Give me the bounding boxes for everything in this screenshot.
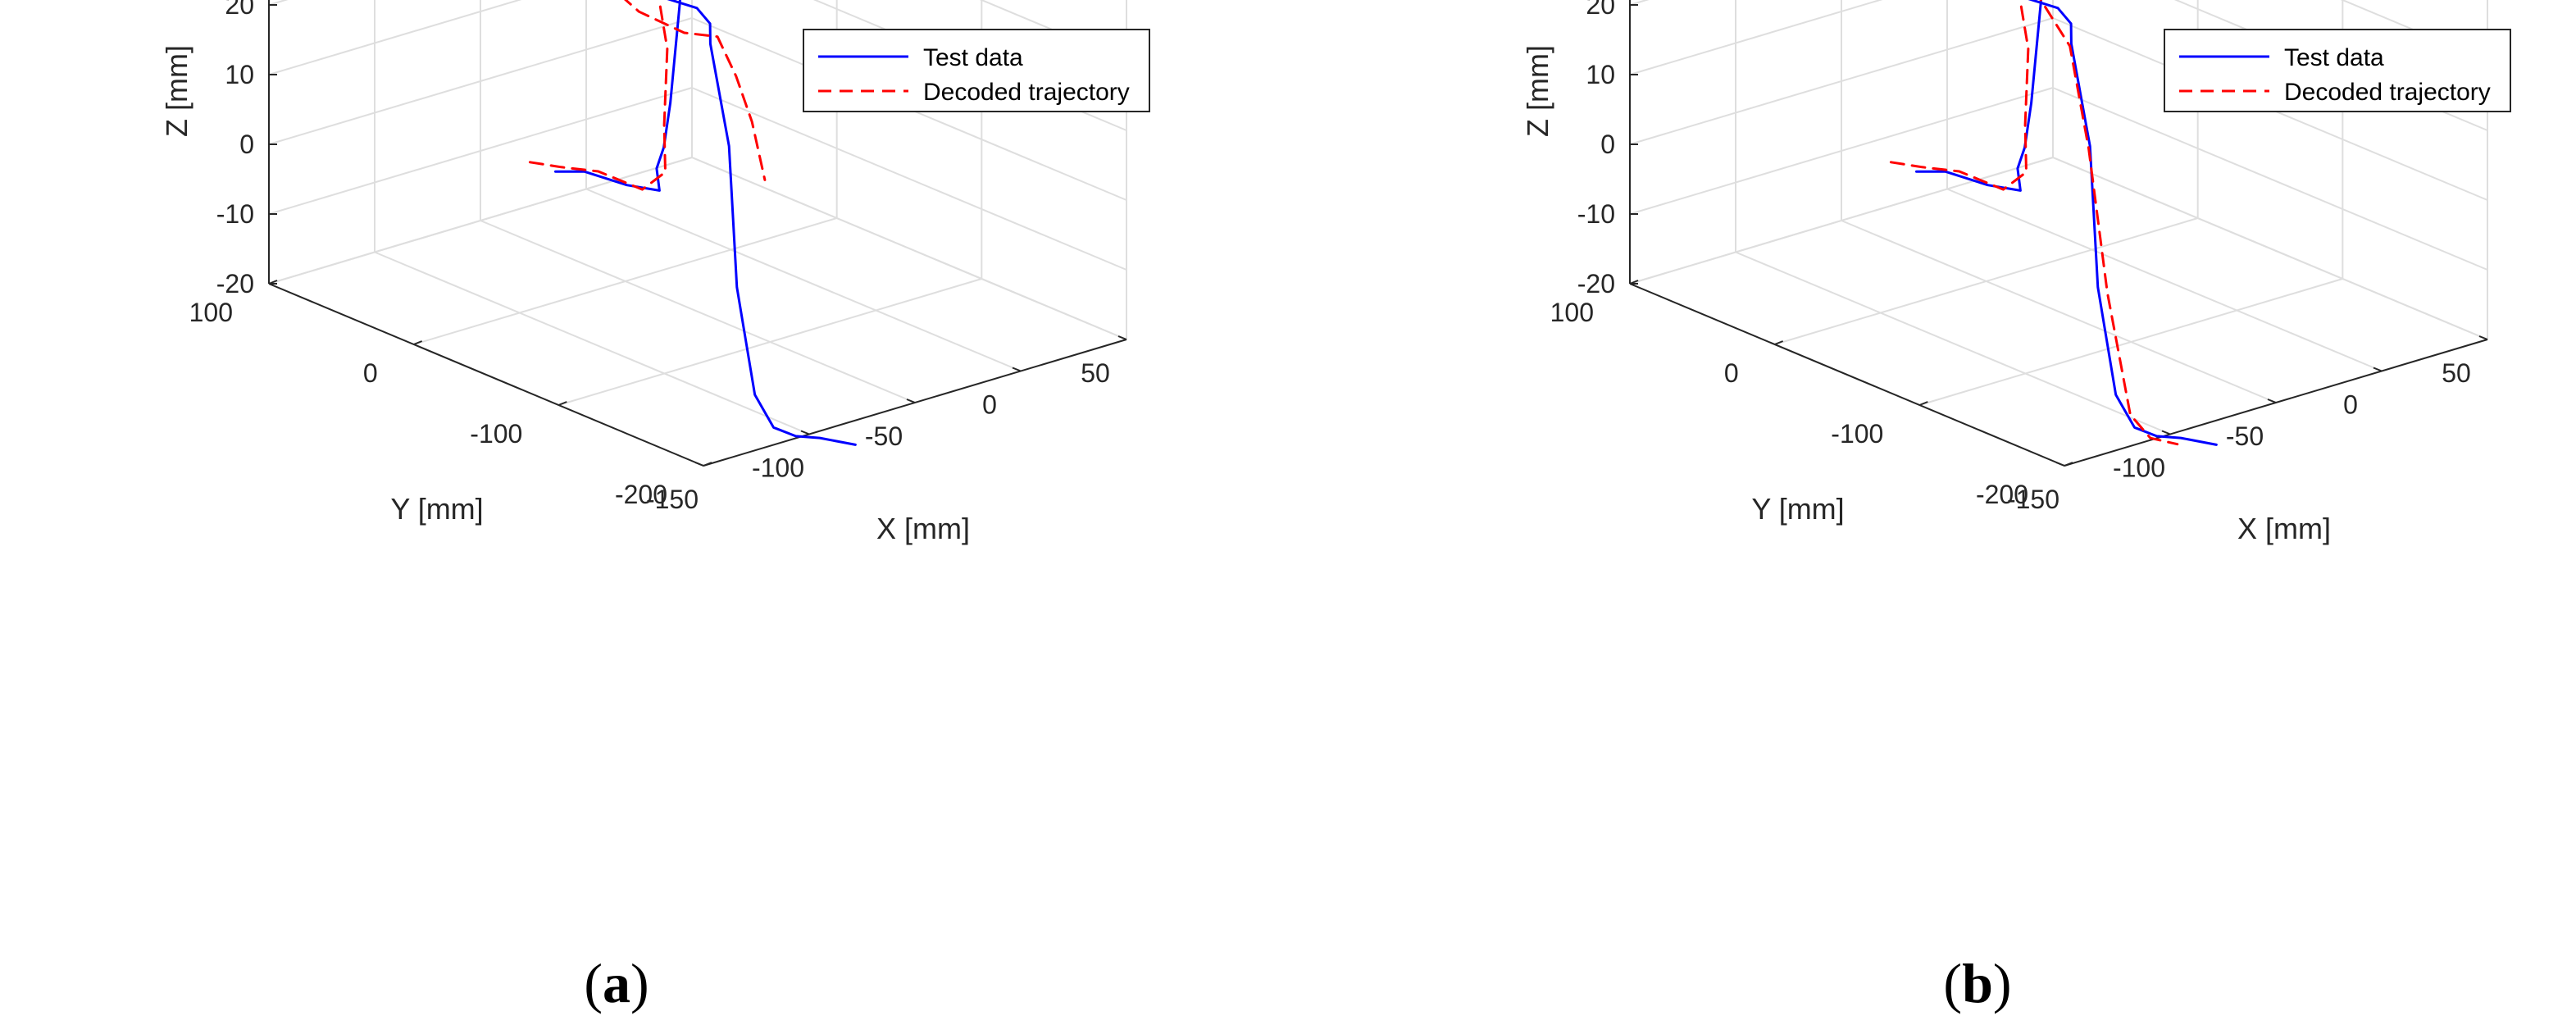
z-tick-label: 0 [239,130,254,159]
x-tick-mark [2373,367,2383,372]
series-line-decoded-trajectory [528,0,767,191]
axes [1629,0,2488,467]
wall-grid-horizontal [2052,87,2488,271]
z-tick-label: -20 [216,269,254,298]
series-line-decoded-trajectory [1889,0,2179,446]
x-tick-label: -150 [2007,485,2059,514]
x-tick-label: -50 [2226,421,2264,451]
x-tick-label: -100 [752,453,804,483]
wall-grid-horizontal [268,87,693,215]
wall-grid-horizontal [691,157,1127,340]
wall-grid-horizontal [268,17,693,145]
x-tick-mark [800,430,810,435]
x-tick-mark [2267,399,2277,403]
wall-grid-horizontal [691,87,1127,271]
x-tick-label: -50 [865,421,903,451]
y-axis-line [1629,283,2065,467]
z-tick-label: -10 [1577,199,1615,229]
x-tick-label: -150 [646,485,699,514]
x-tick-label: 0 [982,390,997,420]
wall-grid-horizontal [1629,87,2054,215]
z-tick-label: -10 [216,199,254,229]
y-tick-label: -100 [470,419,522,449]
panel-a: -150-100-50050-200-1000100-20-1001020304… [160,0,1150,1014]
panel-caption-letter: b [1962,952,1993,1014]
y-axis-line [268,283,704,467]
floor-grid-x [1946,188,2383,372]
panel-b: -150-100-50050-200-1000100-20-1001020304… [1521,0,2511,1014]
y-tick-label: 0 [1724,358,1739,388]
z-tick-label: 20 [1586,0,1615,20]
z-tick-label: 0 [1600,130,1615,159]
floor-grid-y [1774,217,2198,345]
wall-grid-horizontal [2052,157,2488,340]
z-tick-label: 10 [225,60,254,89]
y-tick-label: 0 [363,358,378,388]
y-axis-label: Y [mm] [390,492,483,526]
y-tick-label: -100 [1831,419,1883,449]
y-tick-mark [1774,340,1784,345]
legend-box [803,29,1150,112]
series-line-test-data [554,0,857,446]
y-tick-mark [413,340,423,345]
y-tick-mark [703,462,712,467]
floor-grid-x [1841,220,2277,403]
y-tick-label: -200 [1976,480,2028,509]
z-axis-label: Z [mm] [160,45,193,137]
z-tick-label: 20 [225,0,254,20]
x-tick-mark [1012,367,1022,372]
x-tick-mark [1117,335,1127,340]
tick-labels: -150-100-50050-200-1000100-20-1001020304… [1550,0,2471,514]
axes [268,0,1127,467]
wall-grid-horizontal [1629,17,2054,145]
wall-grid-horizontal [268,0,522,75]
wall-grid-horizontal [1629,157,2054,285]
z-tick-label: 10 [1586,60,1615,89]
x-axis-label: X [mm] [876,512,970,545]
floor-grid-y [558,278,982,406]
x-tick-mark [2055,462,2065,467]
y-tick-label: 100 [1550,298,1594,327]
floor-grid-y [413,217,837,345]
plot-series [528,0,857,446]
x-tick-label: -100 [2113,453,2165,483]
legend-box [2164,29,2511,112]
wall-grid-horizontal [268,157,693,285]
y-tick-mark [2064,462,2073,467]
x-tick-mark [2478,335,2488,340]
z-axis-label: Z [mm] [1521,45,1554,137]
panel-caption: (a) [584,952,649,1014]
floor-grid-y [1919,278,2343,406]
series-line-test-data [1915,0,2218,446]
floor-grid-x [374,251,810,435]
panel-caption: (b) [1943,952,2011,1014]
floor-grid-x [480,220,916,403]
legend: Test data Decoded trajectory [2164,29,2511,112]
floor-grid-x [1735,251,2171,435]
x-tick-mark [2161,430,2171,435]
z-tick-label: -20 [1577,269,1615,298]
tick-labels: -150-100-50050-200-1000100-20-1001020304… [189,0,1110,514]
y-axis-label: Y [mm] [1751,492,1844,526]
x-tick-label: 50 [2442,358,2471,388]
plot-series [1889,0,2218,446]
floor-grid-x [585,188,1022,372]
legend-label-test-data: Test data [2284,44,2384,71]
y-tick-mark [558,401,567,406]
legend-label-test-data: Test data [923,44,1023,71]
x-tick-label: 0 [2343,390,2358,420]
x-tick-mark [694,462,704,467]
x-tick-mark [906,399,916,403]
x-axis-label: X [mm] [2237,512,2331,545]
y-tick-mark [1918,401,1928,406]
legend: Test data Decoded trajectory [803,29,1150,112]
legend-label-decoded-trajectory: Decoded trajectory [923,79,1130,106]
legend-label-decoded-trajectory: Decoded trajectory [2284,79,2491,106]
panel-caption-letter: a [603,952,630,1014]
wall-grid-horizontal [1629,0,1883,75]
y-tick-label: -200 [615,480,667,509]
x-tick-label: 50 [1081,358,1110,388]
y-tick-label: 100 [189,298,233,327]
